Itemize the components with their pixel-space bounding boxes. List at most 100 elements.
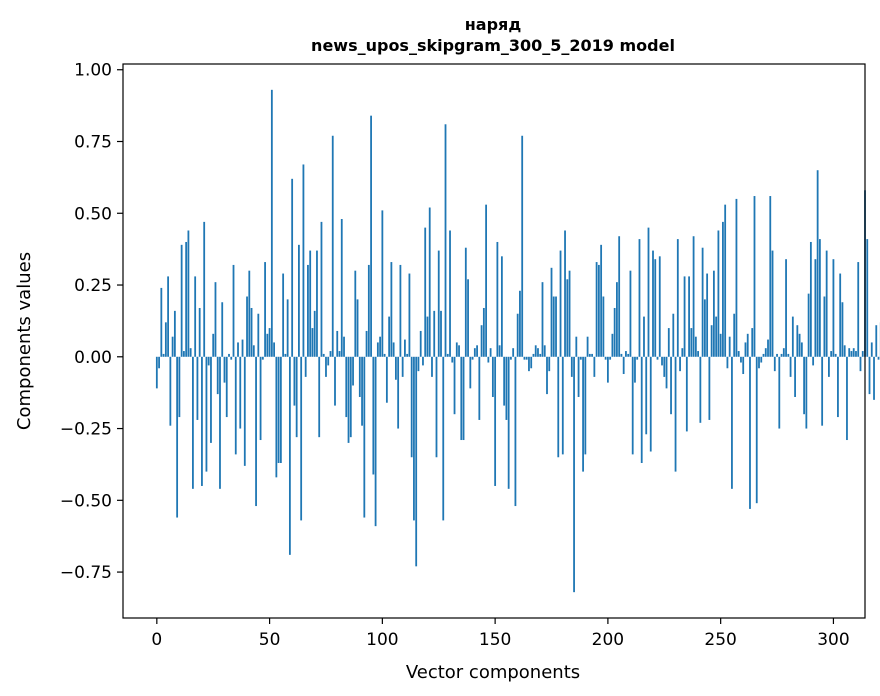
- bar-14: [187, 230, 190, 357]
- bar-309: [852, 348, 855, 357]
- bar-285: [798, 333, 801, 357]
- bar-213: [636, 356, 639, 360]
- bars-group: [155, 89, 880, 593]
- bar-292: [814, 259, 817, 357]
- bar-22: [205, 356, 208, 472]
- bar-32: [228, 353, 230, 357]
- bar-153: [500, 256, 503, 357]
- bar-21: [203, 221, 206, 357]
- bar-56: [282, 273, 285, 357]
- bar-176: [552, 296, 555, 357]
- x-axis-label: Vector components: [406, 662, 580, 683]
- bar-113: [410, 356, 413, 458]
- bar-115: [415, 356, 418, 567]
- bar-214: [638, 239, 641, 357]
- bar-139: [469, 356, 472, 389]
- bar-18: [196, 356, 199, 420]
- bar-293: [816, 170, 819, 357]
- bar-307: [848, 348, 851, 357]
- bar-239: [694, 336, 697, 357]
- bar-69: [311, 328, 314, 357]
- bar-310: [855, 351, 857, 357]
- x-tick-label: 50: [259, 630, 281, 650]
- bar-35: [234, 356, 237, 455]
- bar-185: [573, 356, 575, 593]
- bar-70: [313, 310, 316, 357]
- y-tick-label: 1.00: [74, 61, 112, 81]
- bar-23: [207, 356, 210, 366]
- bar-89: [356, 299, 359, 357]
- y-tick-label: −0.50: [60, 491, 112, 511]
- bar-198: [602, 296, 605, 357]
- bar-107: [397, 356, 400, 429]
- y-axis-ticks: −0.75 −0.50 −0.25 0.00 0.25 0.50 0.75 1.00: [60, 61, 123, 583]
- bar-52: [273, 342, 275, 357]
- bar-209: [627, 353, 630, 357]
- bar-103: [388, 316, 391, 357]
- bar-316: [868, 356, 871, 395]
- bar-280: [787, 353, 790, 357]
- bar-38: [241, 339, 244, 357]
- bar-228: [670, 356, 672, 415]
- bar-135: [460, 356, 463, 441]
- bar-275: [776, 353, 778, 357]
- bar-197: [600, 244, 603, 357]
- bar-289: [807, 293, 810, 357]
- bar-303: [839, 273, 842, 357]
- bar-106: [394, 356, 397, 380]
- bar-308: [850, 351, 853, 357]
- bar-119: [424, 227, 427, 357]
- bar-191: [586, 336, 589, 357]
- bar-44: [255, 356, 257, 507]
- bar-177: [555, 296, 557, 357]
- bar-11: [180, 244, 183, 357]
- bar-195: [595, 262, 598, 357]
- bar-188: [579, 356, 582, 360]
- bar-28: [219, 356, 221, 489]
- bar-273: [771, 250, 774, 357]
- bar-129: [446, 353, 449, 357]
- bar-265: [753, 196, 756, 357]
- bar-290: [809, 241, 812, 357]
- bar-149: [491, 356, 494, 397]
- bar-186: [575, 336, 578, 357]
- bar-257: [735, 198, 738, 357]
- bar-45: [257, 313, 260, 357]
- bar-116: [417, 356, 420, 372]
- bar-83: [343, 336, 345, 357]
- bar-291: [812, 356, 815, 366]
- bar-172: [543, 345, 546, 357]
- bar-243: [703, 299, 706, 357]
- bar-39: [243, 356, 246, 466]
- bar-61: [293, 356, 296, 406]
- bar-304: [841, 302, 844, 357]
- bar-270: [764, 348, 767, 357]
- bar-138: [467, 279, 469, 357]
- bar-151: [496, 241, 499, 357]
- bar-282: [791, 316, 794, 357]
- bar-269: [762, 353, 765, 357]
- bar-227: [667, 328, 670, 357]
- bar-66: [304, 356, 307, 377]
- bar-245: [708, 356, 711, 420]
- bar-317: [870, 342, 873, 357]
- bar-81: [338, 351, 341, 357]
- bar-169: [537, 348, 539, 357]
- bar-77: [329, 351, 332, 357]
- bar-110: [404, 339, 406, 357]
- bar-164: [525, 356, 528, 360]
- bar-284: [796, 325, 799, 357]
- bar-112: [408, 273, 411, 357]
- bar-207: [622, 356, 625, 375]
- bar-104: [390, 262, 393, 357]
- bar-206: [620, 353, 623, 357]
- bar-87: [352, 356, 354, 386]
- bar-51: [270, 89, 273, 357]
- bar-143: [478, 356, 481, 420]
- bar-204: [616, 282, 618, 357]
- bar-277: [780, 353, 783, 357]
- bar-190: [584, 356, 587, 455]
- bar-24: [210, 356, 212, 443]
- bar-179: [559, 250, 562, 357]
- bar-80: [336, 330, 339, 357]
